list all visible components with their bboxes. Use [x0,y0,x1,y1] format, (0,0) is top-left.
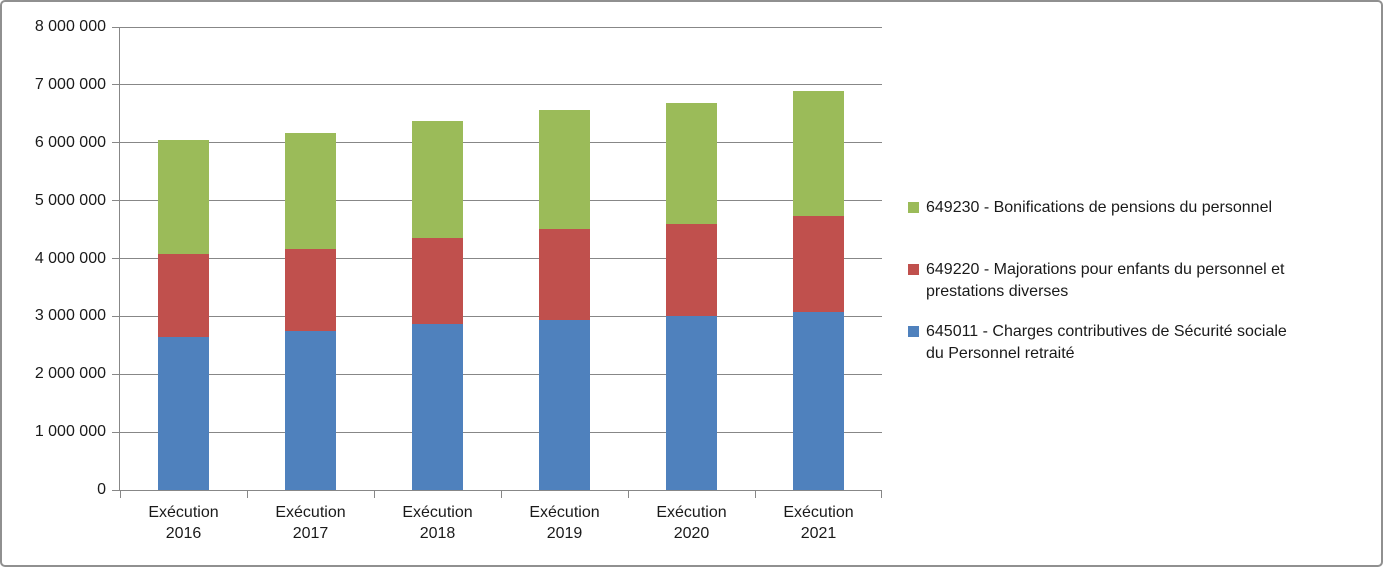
y-axis-tick [112,84,120,86]
x-axis-category-label-line: Exécution [656,504,727,521]
y-axis-tick-label: 6 000 000 [34,133,106,151]
x-axis-category-label: Exécution 2017 [247,502,374,544]
legend-label-line: 649220 - Majorations pour enfants du per… [926,261,1285,278]
y-axis-tick-label: 5 000 000 [34,191,106,209]
bar-segment-649230-2021 [793,91,844,217]
bar-segment-649220-2017 [285,249,336,331]
bar-segment-645011-2021 [793,311,844,490]
x-axis-category-label-line: 2018 [419,525,456,542]
x-axis-category-label-line: 2019 [546,525,583,542]
y-gridline [120,373,882,375]
x-axis-category-label-line: Exécution [402,504,473,521]
y-axis-tick [112,373,120,375]
x-axis-category-label-line: 2016 [165,525,202,542]
legend-label-line: prestations diverses [926,283,1069,300]
y-axis-tick [112,26,120,28]
x-axis-category-label: Exécution 2016 [120,502,247,544]
y-gridline [120,315,882,317]
x-axis-category-label: Exécution 2020 [628,502,755,544]
y-axis-tick-label: 7 000 000 [34,75,106,93]
x-axis-category-label: Exécution 2018 [374,502,501,544]
bar-segment-649230-2019 [539,109,590,229]
legend-label-line: 649230 - Bonifications de pensions du pe… [926,199,1273,216]
y-axis-tick [112,258,120,259]
bar-segment-645011-2020 [666,316,717,490]
legend-label-line: 645011 - Charges contributives de Sécuri… [926,323,1287,340]
bar-segment-649230-2017 [285,133,336,250]
bar-segment-649230-2016 [158,140,209,254]
y-gridline [120,258,882,259]
y-gridline [120,142,882,144]
bar-segment-645011-2017 [285,330,336,490]
legend-label-line: du Personnel retraité [926,345,1075,362]
y-axis-line [119,27,120,491]
bar-segment-649220-2018 [412,237,463,325]
bar-segment-645011-2019 [539,319,590,490]
y-gridline [120,26,882,28]
y-axis-tick [112,315,120,317]
x-axis-tick [247,490,248,498]
x-axis-category-label-line: 2021 [800,525,837,542]
legend-entry-645011: 645011 - Charges contributives de Sécuri… [908,321,1287,365]
y-axis-tick-label: 4 000 000 [34,249,106,267]
x-axis-category-label-line: Exécution [275,504,346,521]
legend-swatch-icon [908,264,919,275]
y-axis-tick [112,200,120,202]
y-axis-tick [112,489,120,491]
x-axis-tick [501,490,502,498]
legend-label: 649220 - Majorations pour enfants du per… [926,259,1284,303]
bar-segment-649220-2021 [793,216,844,312]
legend-swatch-icon [908,326,919,337]
y-axis-tick [112,431,120,433]
y-gridline [120,84,882,86]
y-axis-tick [112,142,120,144]
x-axis-tick [881,490,882,498]
x-axis-category-label-line: Exécution [148,504,219,521]
x-axis-tick [755,490,756,498]
y-axis-tick-label: 8 000 000 [34,18,106,35]
bar-segment-649220-2016 [158,253,209,337]
y-axis-tick-label: 0 [97,481,106,498]
legend-entry-649230: 649230 - Bonifications de pensions du pe… [908,197,1272,219]
x-axis-category-label-line: 2017 [292,525,329,542]
legend-swatch-icon [908,202,919,213]
y-axis-tick-label: 2 000 000 [34,365,106,383]
x-axis-category-label-line: Exécution [783,504,854,521]
legend-entry-649220: 649220 - Majorations pour enfants du per… [908,259,1284,303]
x-axis-category-label: Exécution 2021 [755,502,882,544]
x-axis-category-label: Exécution 2019 [501,502,628,544]
y-gridline [120,200,882,202]
y-axis-tick-label: 3 000 000 [34,307,106,325]
bar-segment-649220-2019 [539,228,590,320]
x-axis-tick [374,490,375,498]
x-axis-tick [628,490,629,498]
y-axis-tick-label: 1 000 000 [34,423,106,441]
bar-segment-649230-2018 [412,120,463,238]
x-axis-tick [120,490,121,498]
bar-segment-645011-2018 [412,324,463,490]
x-axis-category-label-line: 2020 [673,525,710,542]
legend-label: 649230 - Bonifications de pensions du pe… [926,197,1272,219]
x-axis-category-label-line: Exécution [529,504,600,521]
bar-segment-649220-2020 [666,224,717,317]
y-gridline [120,431,882,433]
bar-segment-649230-2020 [666,103,717,225]
legend-label: 645011 - Charges contributives de Sécuri… [926,321,1287,365]
bar-segment-645011-2016 [158,336,209,490]
